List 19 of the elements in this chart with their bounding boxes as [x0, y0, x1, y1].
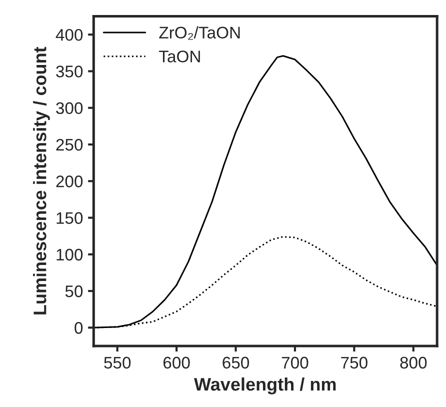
legend-label: TaON	[159, 50, 200, 62]
x-tick-label: 800	[400, 356, 427, 369]
y-tick-label: 400	[56, 28, 83, 41]
y-axis-title: Luminescence intensity / count	[33, 46, 50, 314]
x-tick-label: 550	[104, 356, 131, 369]
y-tick-label: 300	[56, 102, 83, 114]
x-tick-label: 600	[164, 356, 190, 369]
y-tick-label: 350	[56, 66, 83, 78]
y-tick-label: 0	[74, 322, 83, 334]
x-tick-label: 700	[282, 356, 308, 369]
y-tick-label: 100	[56, 248, 83, 261]
y-tick-label: 50	[65, 285, 83, 298]
x-tick-label: 650	[222, 356, 250, 369]
legend-label: ZrO₂/TaON	[159, 26, 240, 40]
y-tick-label: 250	[56, 138, 83, 151]
y-tick-label: 150	[56, 212, 83, 224]
y-tick-label: 200	[56, 176, 83, 188]
x-axis-title: Wavelength / nm	[194, 377, 336, 394]
x-tick-label: 750	[341, 356, 368, 369]
